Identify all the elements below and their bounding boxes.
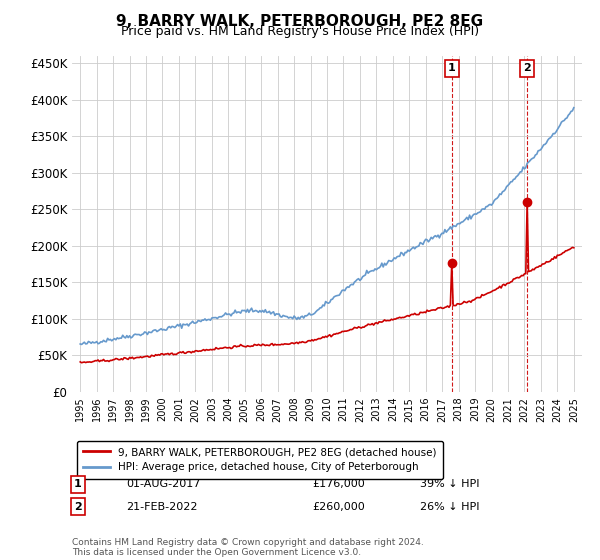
Text: 21-FEB-2022: 21-FEB-2022	[126, 502, 197, 512]
Text: £260,000: £260,000	[312, 502, 365, 512]
Legend: 9, BARRY WALK, PETERBOROUGH, PE2 8EG (detached house), HPI: Average price, detac: 9, BARRY WALK, PETERBOROUGH, PE2 8EG (de…	[77, 441, 443, 479]
Text: 9, BARRY WALK, PETERBOROUGH, PE2 8EG: 9, BARRY WALK, PETERBOROUGH, PE2 8EG	[116, 14, 484, 29]
Text: 1: 1	[74, 479, 82, 489]
Text: 01-AUG-2017: 01-AUG-2017	[126, 479, 200, 489]
Text: 2: 2	[523, 63, 530, 73]
Text: Contains HM Land Registry data © Crown copyright and database right 2024.
This d: Contains HM Land Registry data © Crown c…	[72, 538, 424, 557]
Text: Price paid vs. HM Land Registry's House Price Index (HPI): Price paid vs. HM Land Registry's House …	[121, 25, 479, 38]
Text: 1: 1	[448, 63, 455, 73]
Text: 26% ↓ HPI: 26% ↓ HPI	[420, 502, 479, 512]
Text: £176,000: £176,000	[312, 479, 365, 489]
Text: 39% ↓ HPI: 39% ↓ HPI	[420, 479, 479, 489]
Text: 2: 2	[74, 502, 82, 512]
